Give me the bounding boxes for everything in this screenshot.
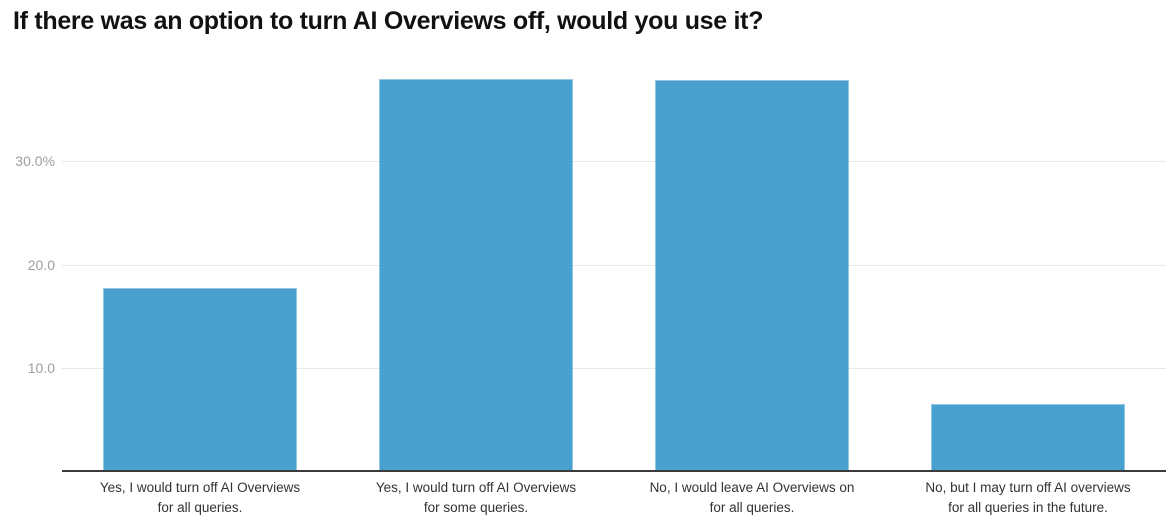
y-axis-tick-label: 30.0% bbox=[15, 153, 55, 170]
x-axis-line bbox=[62, 470, 1166, 472]
y-axis-tick-label: 20.0 bbox=[27, 256, 55, 273]
x-axis-category-label: Yes, I would turn off AI Overviews for s… bbox=[375, 480, 577, 516]
bar bbox=[103, 288, 297, 471]
bar bbox=[379, 78, 573, 471]
y-axis-tick-label: 10.0 bbox=[27, 359, 55, 376]
x-axis-category-label: No, I would leave AI Overviews on for al… bbox=[649, 480, 855, 516]
bar bbox=[931, 403, 1125, 471]
x-axis-category-label: Yes, I would turn off AI Overviews for a… bbox=[99, 480, 301, 516]
chart-title: If there was an option to turn AI Overvi… bbox=[13, 7, 764, 35]
gridline bbox=[62, 264, 1166, 266]
bar bbox=[655, 79, 849, 471]
x-axis-category-label: No, but I may turn off AI overviews for … bbox=[925, 480, 1131, 516]
gridline bbox=[62, 367, 1166, 369]
gridline bbox=[62, 161, 1166, 163]
